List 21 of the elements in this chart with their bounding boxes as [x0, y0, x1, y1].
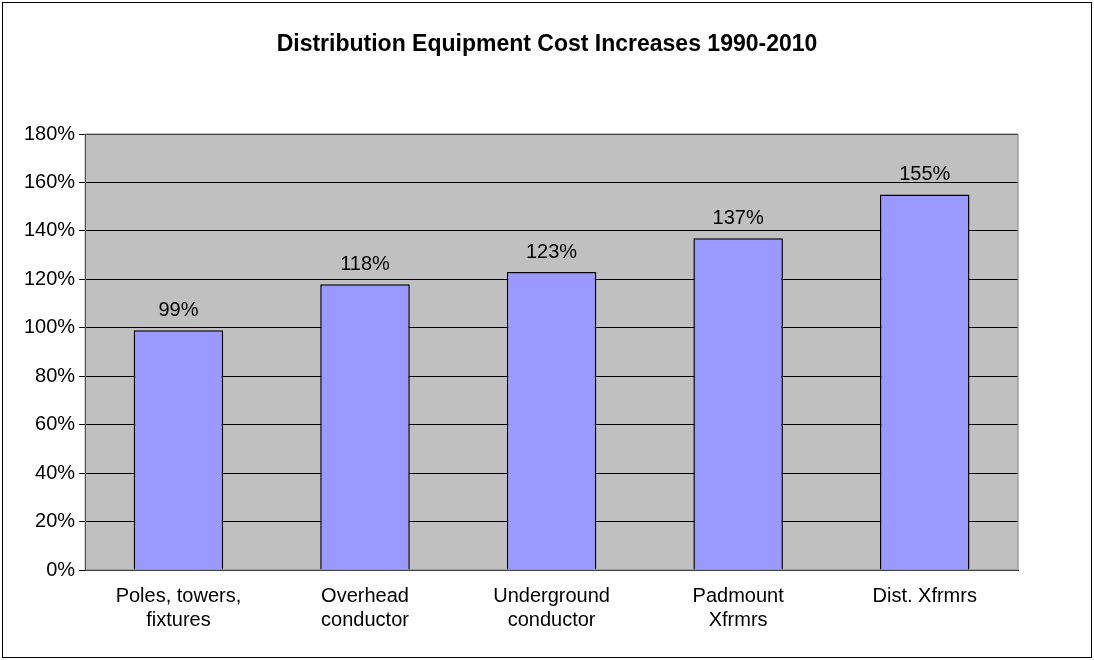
data-label: 118%: [340, 251, 391, 274]
x-tick-label: Poles, towers, fixtures: [115, 583, 242, 630]
y-tick-label: 20%: [35, 509, 76, 532]
x-tick-label: Underground conductor: [493, 583, 610, 630]
y-tick-label: 40%: [35, 460, 76, 483]
y-tick-label: 80%: [35, 363, 76, 386]
y-tick-label: 160%: [24, 169, 76, 192]
y-tick-label: 180%: [24, 121, 76, 144]
x-tick-label: Dist. Xfrmrs: [872, 583, 977, 606]
x-tick-label: Padmount Xfrmrs: [692, 583, 785, 630]
data-label: 123%: [526, 239, 578, 262]
y-tick-label: 100%: [24, 315, 76, 338]
y-tick-label: 140%: [24, 218, 76, 241]
y-tick-label: 0%: [46, 557, 76, 580]
y-tick-label: 60%: [35, 412, 76, 435]
y-tick-label: 120%: [24, 266, 76, 289]
chart-title: Distribution Equipment Cost Increases 1990-2010: [275, 30, 819, 57]
data-label: 99%: [158, 297, 199, 320]
data-label: 137%: [712, 205, 764, 228]
x-tick-label: Overhead conductor: [321, 583, 410, 630]
data-label: 155%: [899, 162, 951, 185]
